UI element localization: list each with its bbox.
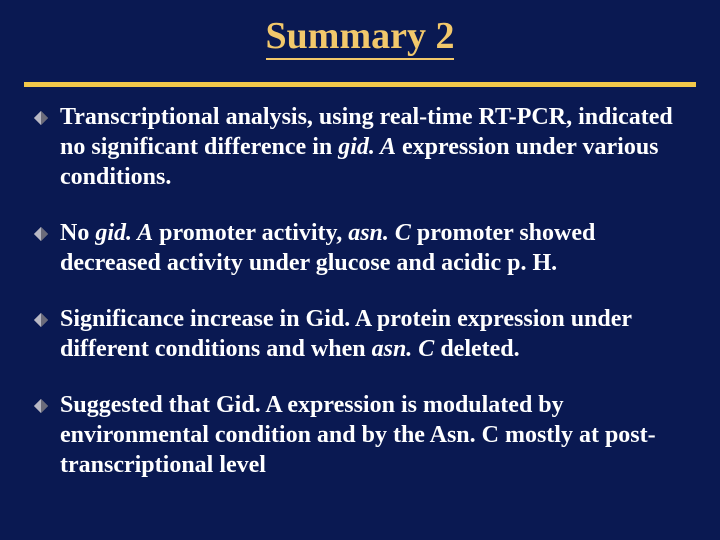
list-item: Significance increase in Gid. A protein …	[34, 304, 690, 364]
diamond-bullet-icon	[34, 111, 48, 125]
slide: Summary 2 Transcriptional analysis, usin…	[0, 0, 720, 540]
bullet-text: Suggested that Gid. A expression is modu…	[60, 390, 690, 480]
list-item: Transcriptional analysis, using real-tim…	[34, 102, 690, 192]
list-item: No gid. A promoter activity, asn. C prom…	[34, 218, 690, 278]
body-content: Transcriptional analysis, using real-tim…	[34, 102, 690, 506]
bullet-text: Significance increase in Gid. A protein …	[60, 304, 690, 364]
diamond-bullet-icon	[34, 227, 48, 241]
bullet-text: Transcriptional analysis, using real-tim…	[60, 102, 690, 192]
slide-title: Summary 2	[266, 16, 455, 60]
horizontal-rule	[24, 82, 696, 87]
bullet-text: No gid. A promoter activity, asn. C prom…	[60, 218, 690, 278]
diamond-bullet-icon	[34, 399, 48, 413]
list-item: Suggested that Gid. A expression is modu…	[34, 390, 690, 480]
diamond-bullet-icon	[34, 313, 48, 327]
title-wrap: Summary 2	[0, 0, 720, 66]
